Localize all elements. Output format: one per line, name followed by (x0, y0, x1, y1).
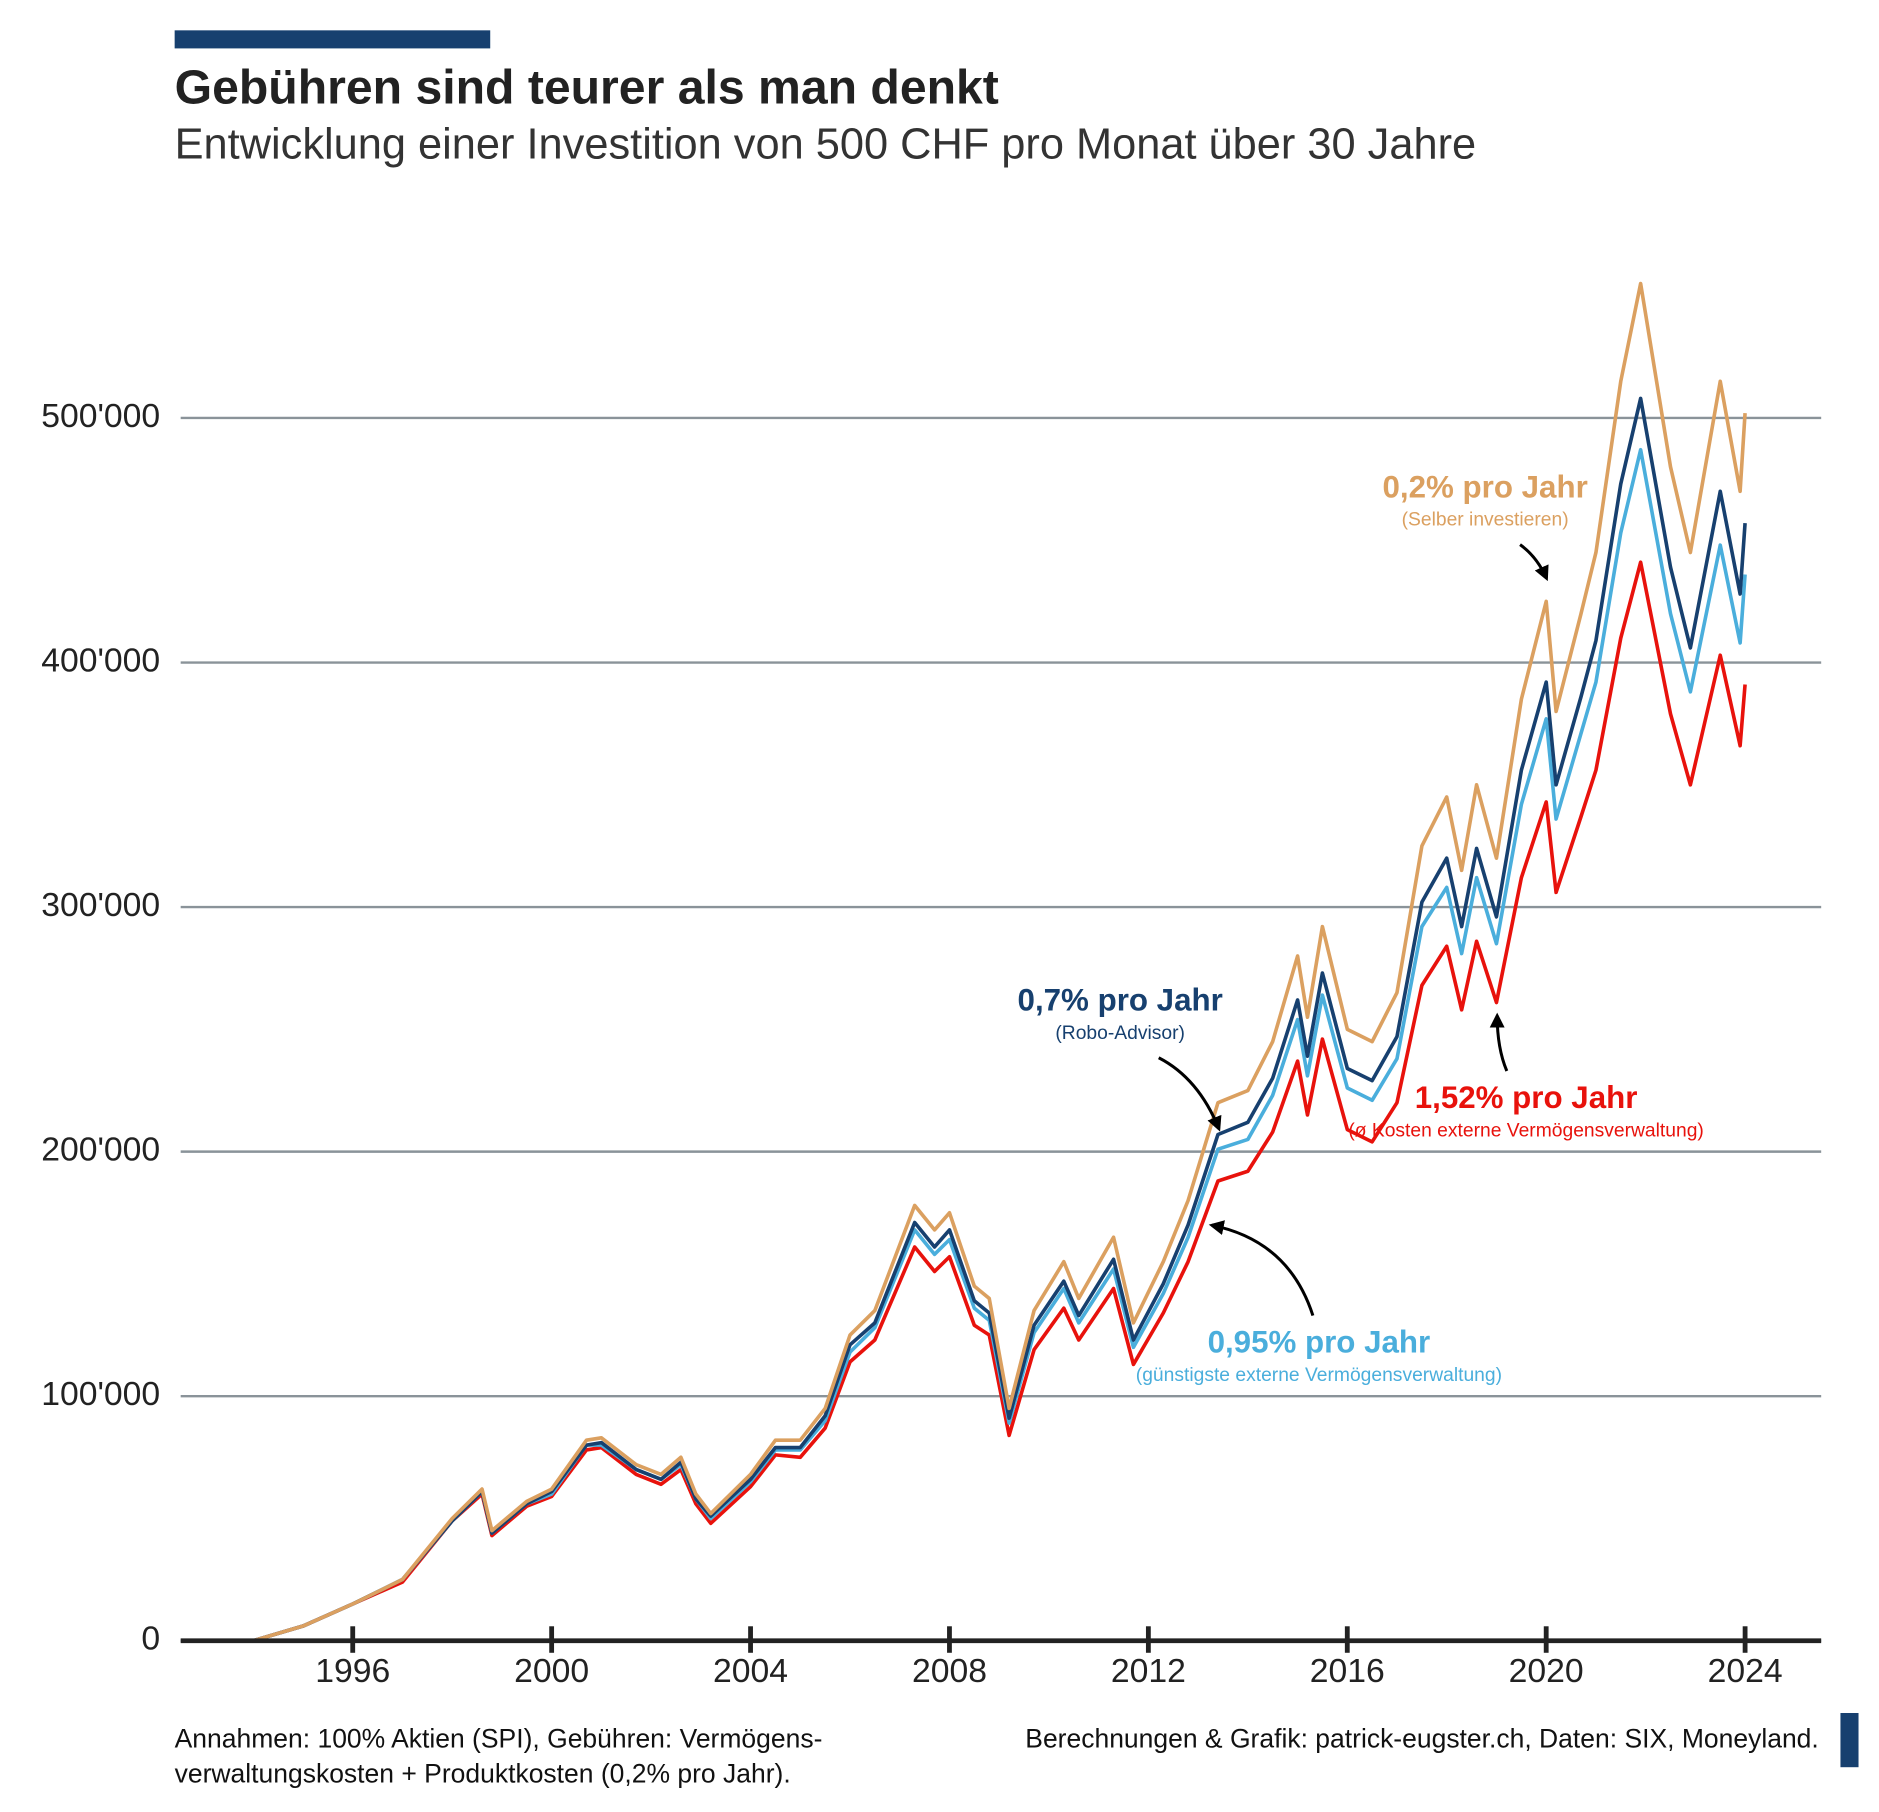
chart-subtitle: Entwicklung einer Investition von 500 CH… (175, 121, 1476, 169)
y-tick-label: 200'000 (41, 1131, 160, 1169)
y-tick-label: 400'000 (41, 641, 160, 679)
series-note: (ø Kosten externe Vermögensverwaltung) (1348, 1120, 1704, 1141)
x-tick-label: 2004 (713, 1652, 788, 1690)
series-label: 0,7% pro Jahr (1018, 983, 1223, 1018)
top-bar (174, 30, 491, 49)
footnote: Annahmen: 100% Aktien (SPI), Gebühren: V… (175, 1724, 823, 1754)
series-label: 0,2% pro Jahr (1383, 470, 1588, 505)
x-tick-label: 2016 (1310, 1652, 1385, 1690)
arrow (1158, 1056, 1222, 1132)
x-tick-label: 2000 (514, 1652, 589, 1690)
series-label: 1,52% pro Jahr (1415, 1080, 1638, 1115)
source: Berechnungen & Grafik: patrick-eugster.c… (1025, 1724, 1818, 1754)
y-tick-label: 100'000 (41, 1375, 160, 1413)
series-note: (günstigste externe Vermögensverwaltung) (1136, 1365, 1502, 1386)
y-tick-label: 500'000 (41, 397, 160, 435)
series-line (252, 281, 1747, 1643)
plot: 0 100'000 200'000 300'000 400'000 500'000 1996… (41, 281, 1822, 1690)
series-label: 0,95% pro Jahr (1208, 1325, 1431, 1360)
series-line (252, 396, 1747, 1643)
y-tick-label: 300'000 (41, 886, 160, 924)
chart-title: Gebühren sind teurer als man denkt (175, 60, 999, 114)
arrow (1519, 543, 1549, 582)
side-bar (1840, 1713, 1859, 1768)
series-line (252, 560, 1747, 1643)
x-tick-label: 2012 (1111, 1652, 1186, 1690)
series-note: (Selber investieren) (1402, 510, 1569, 531)
x-tick-label: 2024 (1708, 1652, 1783, 1690)
footnote: verwaltungskosten + Produktkosten (0,2% … (175, 1759, 791, 1789)
series-note: (Robo-Advisor) (1055, 1023, 1185, 1044)
y-tick-label: 0 (141, 1620, 160, 1658)
x-tick-label: 2008 (912, 1652, 987, 1690)
arrow (1208, 1220, 1315, 1316)
x-tick-label: 1996 (315, 1652, 390, 1690)
arrow (1489, 1012, 1509, 1072)
series-line (252, 447, 1747, 1643)
x-tick-label: 2020 (1509, 1652, 1584, 1690)
